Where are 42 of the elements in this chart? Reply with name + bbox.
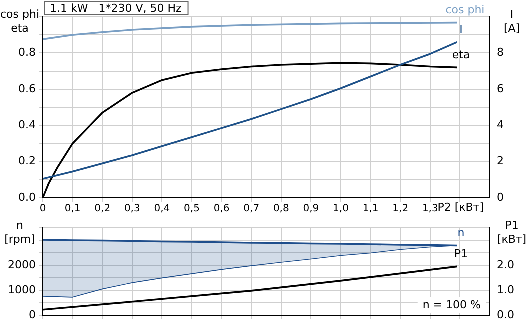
y2-tick-label: 1.0: [497, 283, 514, 296]
y-tick-label: 0.0: [18, 190, 36, 204]
x-tick-label: 0: [40, 204, 46, 215]
y2-tick-label: 0: [497, 190, 504, 204]
series-label: P1: [454, 248, 468, 261]
y-axis-title: cos phi eta: [0, 8, 40, 35]
y2-axis-title: I [A]: [504, 8, 520, 35]
x-tick-label: 1,2: [392, 204, 409, 215]
x-tick-label: 0,7: [244, 204, 260, 215]
x-tick-label: 0,3: [124, 204, 140, 215]
x-tick-label: 0,4: [154, 204, 170, 215]
y2-tick-label: 2.0: [497, 258, 514, 272]
y-tick-label: 0.8: [18, 46, 36, 60]
y2-tick-label: 8: [497, 46, 504, 60]
y-tick-label: 2000: [8, 258, 36, 272]
series-label: cos phi: [446, 4, 485, 17]
series-label: I: [460, 23, 463, 36]
y-tick-label: 0.2: [18, 154, 36, 168]
x-axis-title: P2 [кВт]: [438, 200, 484, 214]
y-tick-label: 0.6: [18, 82, 36, 96]
x-tick-label: 1,0: [333, 204, 349, 215]
x-tick-label: 0,9: [303, 204, 320, 215]
x-tick-label: 1,1: [362, 204, 379, 215]
y-axis-title: n [rpm]: [4, 218, 36, 246]
y2-tick-label: 0.0: [497, 308, 514, 322]
y2-tick-label: 4: [497, 118, 504, 132]
annotation: n = 100 %: [422, 298, 482, 312]
y2-tick-label: 2: [497, 154, 504, 168]
x-tick-label: 0,5: [184, 204, 200, 215]
y-tick-label: 0.4: [18, 118, 36, 132]
series-label: n: [458, 226, 465, 240]
x-tick-label: 1,3: [422, 204, 438, 215]
x-tick-label: 0,8: [273, 204, 290, 215]
series-label: eta: [452, 48, 470, 62]
x-tick-label: 0,1: [64, 204, 81, 215]
y-tick-label: 1000: [8, 283, 36, 296]
y2-axis-title: P1 [кВт]: [497, 218, 527, 246]
y2-tick-label: 6: [497, 82, 504, 96]
y-tick-label: 0: [29, 308, 36, 322]
x-tick-label: 0,6: [214, 204, 230, 215]
x-tick-label: 0,2: [94, 204, 111, 215]
chart-title: 1.1 kW 1*230 V, 50 Hz: [50, 2, 182, 15]
